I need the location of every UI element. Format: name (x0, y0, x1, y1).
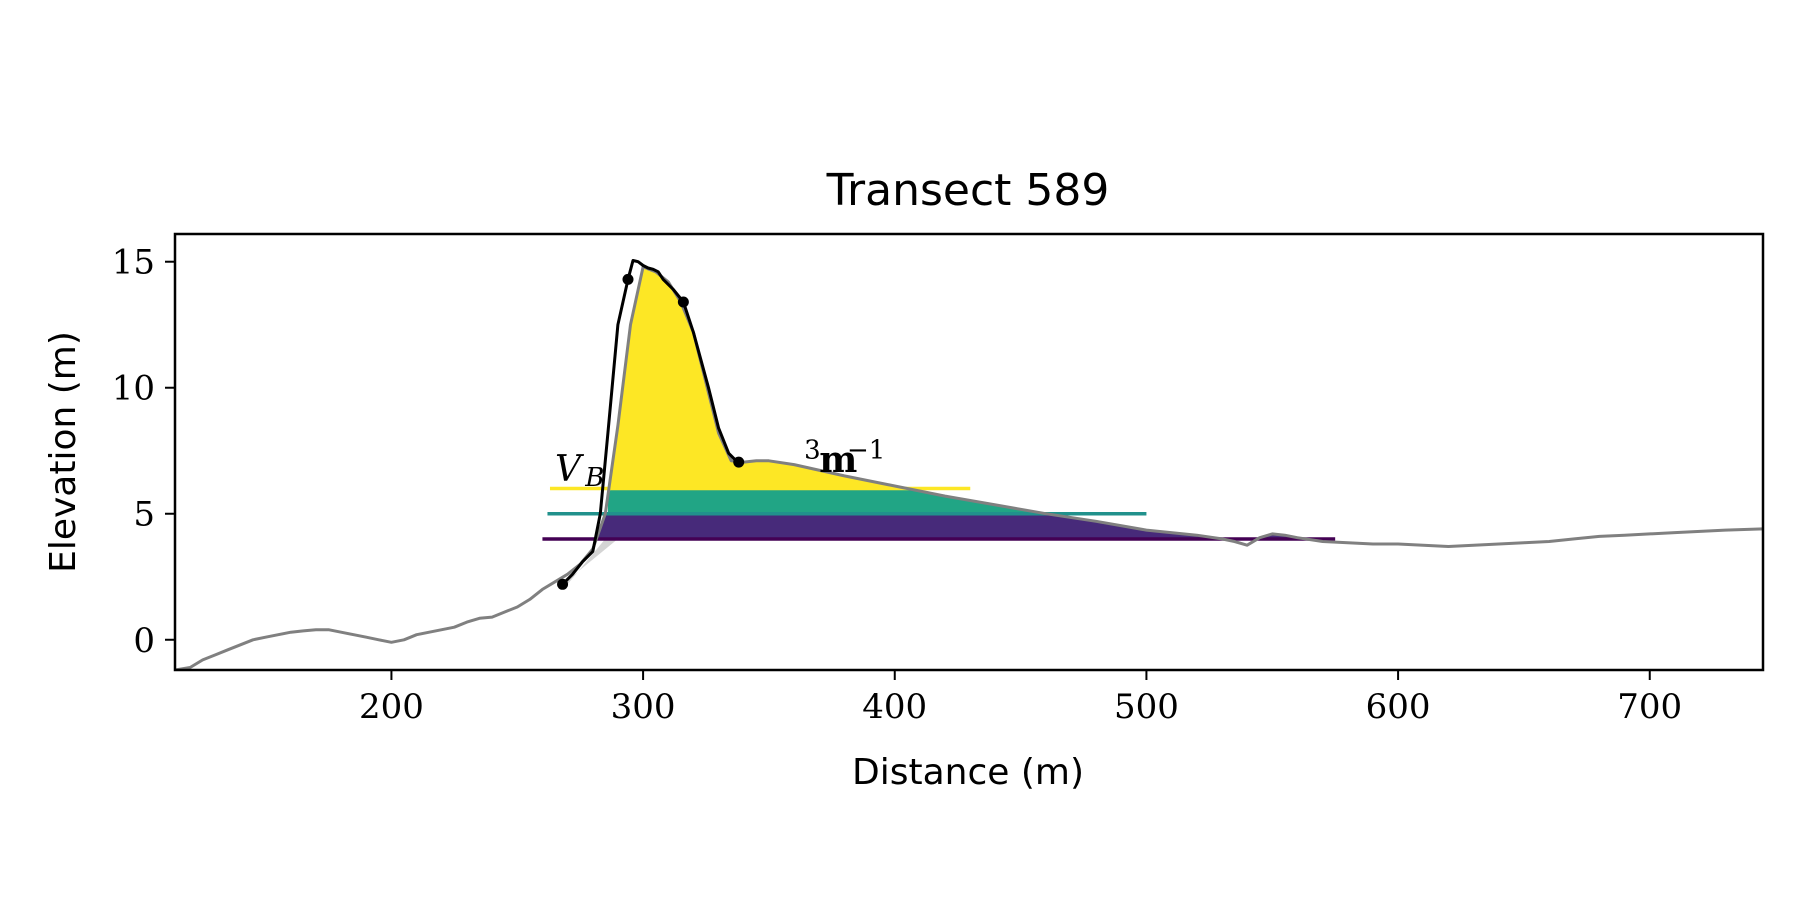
x-tick-label-600: 600 (1366, 687, 1431, 727)
y-axis-label: Elevation (m) (43, 331, 84, 573)
annotation-text-4: −1 (847, 435, 885, 465)
y-tick-label-0: 0 (133, 621, 155, 661)
dune-outline (561, 259, 740, 586)
y-tick-label-5: 5 (133, 495, 155, 535)
toe-wedge (562, 538, 618, 585)
volume-layer-2 (607, 489, 1044, 514)
axes: 200 300 400 500 600 700 0 5 10 15 (112, 243, 1682, 727)
volume-layer-1 (610, 266, 905, 489)
x-tick-label-500: 500 (1114, 687, 1179, 727)
key-point-2 (622, 273, 634, 285)
y-tick-label-10: 10 (112, 369, 155, 409)
x-tick-label-300: 300 (611, 687, 676, 727)
key-point-1 (557, 578, 569, 590)
plot-frame (173, 232, 1765, 672)
annotation-text-5: m (819, 439, 857, 481)
x-tick-label-200: 200 (359, 687, 424, 727)
x-axis-label: Distance (m) (852, 752, 1084, 793)
annotation-text-1: V (555, 449, 585, 490)
chart-title: Transect 589 (826, 165, 1110, 216)
annotation-text-2: B (584, 463, 604, 493)
key-point-3 (677, 296, 689, 308)
y-tick-label-15: 15 (112, 243, 155, 283)
x-tick-label-700: 700 (1617, 687, 1682, 727)
annotation-text-3: 3 (804, 435, 821, 465)
plot-area: V B 3 −1m (175, 259, 1763, 670)
volume-layer-3 (597, 515, 1305, 539)
key-point-4 (733, 456, 745, 468)
x-tick-label-400: 400 (862, 687, 927, 727)
